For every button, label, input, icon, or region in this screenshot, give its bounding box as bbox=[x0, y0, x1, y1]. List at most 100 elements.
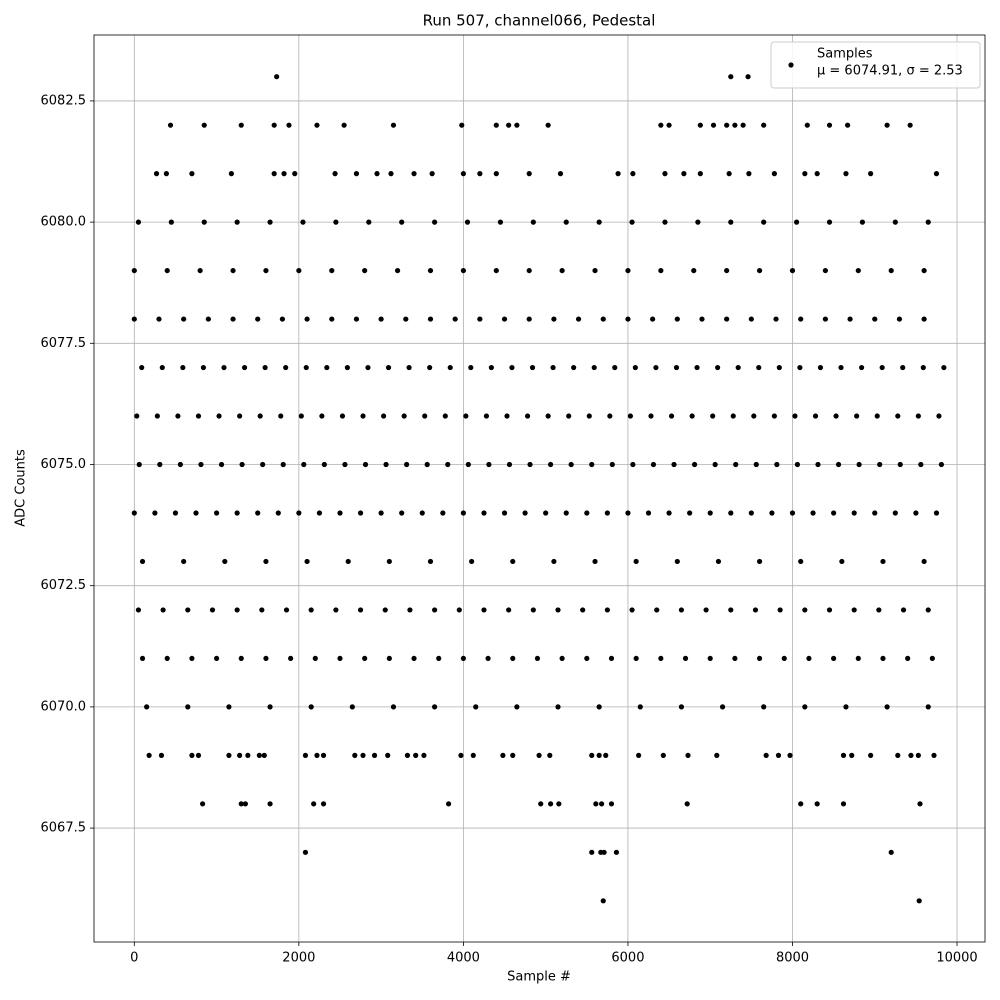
points bbox=[131, 74, 947, 904]
point bbox=[422, 413, 428, 419]
point bbox=[603, 752, 609, 758]
point bbox=[385, 752, 391, 758]
point bbox=[839, 558, 845, 565]
point bbox=[436, 655, 442, 662]
point bbox=[756, 364, 762, 371]
point bbox=[584, 655, 590, 662]
point bbox=[314, 752, 320, 758]
point bbox=[609, 461, 615, 468]
point bbox=[703, 607, 709, 613]
point bbox=[840, 801, 847, 807]
x-tick-label: 0 bbox=[130, 951, 138, 966]
point bbox=[333, 607, 339, 613]
point bbox=[390, 122, 397, 128]
x-tick-label: 6000 bbox=[611, 951, 644, 966]
point bbox=[261, 752, 267, 758]
point bbox=[362, 461, 369, 468]
point bbox=[464, 219, 471, 225]
point bbox=[538, 801, 544, 807]
point bbox=[845, 122, 851, 128]
point bbox=[189, 171, 195, 177]
point bbox=[274, 74, 280, 80]
point bbox=[288, 655, 294, 662]
point bbox=[263, 267, 269, 274]
point bbox=[921, 316, 927, 322]
point bbox=[193, 510, 199, 516]
point bbox=[263, 558, 269, 565]
point bbox=[312, 655, 318, 662]
point bbox=[308, 704, 314, 710]
point bbox=[868, 171, 874, 177]
point bbox=[329, 316, 335, 322]
point bbox=[279, 316, 286, 322]
point bbox=[637, 704, 643, 710]
point bbox=[333, 219, 339, 225]
point bbox=[933, 510, 940, 516]
point bbox=[213, 510, 220, 516]
point bbox=[493, 122, 499, 128]
point bbox=[814, 801, 820, 807]
point bbox=[918, 461, 924, 468]
point bbox=[740, 122, 746, 128]
point bbox=[394, 267, 401, 274]
point bbox=[302, 752, 309, 758]
point bbox=[732, 122, 738, 128]
point bbox=[596, 219, 602, 225]
point bbox=[931, 752, 937, 758]
point bbox=[303, 364, 309, 371]
point bbox=[180, 364, 186, 371]
point bbox=[761, 704, 767, 710]
point bbox=[432, 607, 438, 613]
point bbox=[895, 752, 901, 758]
point bbox=[362, 655, 368, 662]
point bbox=[874, 413, 880, 419]
point bbox=[216, 413, 222, 419]
point bbox=[262, 364, 268, 371]
point bbox=[341, 122, 347, 128]
point bbox=[613, 849, 620, 855]
point bbox=[185, 704, 191, 710]
point bbox=[157, 461, 163, 468]
point bbox=[234, 607, 240, 613]
point bbox=[352, 752, 358, 758]
point bbox=[662, 171, 668, 177]
point bbox=[460, 171, 466, 177]
point bbox=[337, 655, 343, 662]
point bbox=[399, 219, 405, 225]
point bbox=[856, 461, 862, 468]
point bbox=[255, 510, 261, 516]
point bbox=[510, 558, 516, 565]
point bbox=[592, 267, 598, 274]
point bbox=[833, 413, 839, 419]
point bbox=[230, 267, 236, 274]
point bbox=[557, 171, 564, 177]
point bbox=[763, 752, 769, 758]
point bbox=[563, 510, 569, 516]
point bbox=[427, 364, 433, 371]
point bbox=[316, 510, 323, 516]
point bbox=[776, 364, 782, 371]
point bbox=[371, 752, 378, 758]
point bbox=[477, 316, 483, 322]
point bbox=[209, 607, 216, 613]
point bbox=[406, 364, 412, 371]
point bbox=[761, 122, 767, 128]
y-tick-label: 6077.5 bbox=[41, 336, 87, 351]
point bbox=[205, 316, 211, 322]
point bbox=[671, 461, 677, 468]
point bbox=[753, 461, 759, 468]
point bbox=[917, 801, 923, 807]
point bbox=[915, 413, 921, 419]
point bbox=[787, 752, 793, 758]
point bbox=[674, 558, 680, 565]
point bbox=[195, 413, 202, 419]
y-axis-label: ADC Counts bbox=[14, 449, 29, 527]
point bbox=[707, 510, 713, 516]
point bbox=[575, 316, 582, 322]
point bbox=[483, 413, 490, 419]
point bbox=[872, 316, 878, 322]
point bbox=[245, 752, 251, 758]
point bbox=[748, 510, 754, 516]
point bbox=[500, 752, 506, 758]
point bbox=[798, 316, 804, 322]
